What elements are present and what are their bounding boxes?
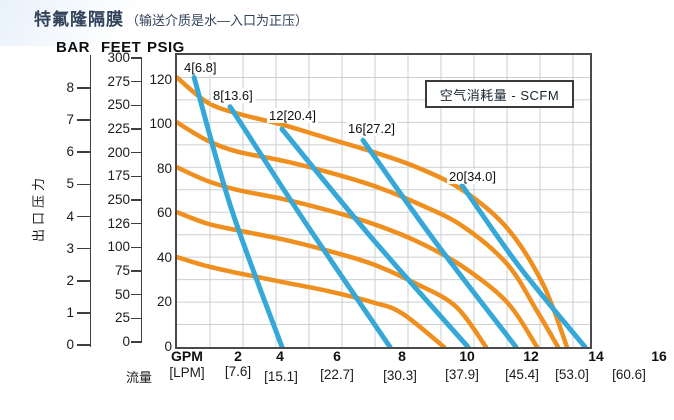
x-tick-lpm: [45.4] xyxy=(505,367,539,382)
feet-tick-mark xyxy=(130,293,141,296)
feet-tick-label: 50 xyxy=(114,286,130,302)
chart-title-subtitle: （输送介质是水—入口为正压） xyxy=(126,13,309,28)
feet-tick-label: 250 xyxy=(107,97,130,113)
psig-axis-header: PSIG xyxy=(147,39,185,56)
feet-tick-label: 100 xyxy=(107,239,130,255)
scfm-line-curve xyxy=(360,137,519,347)
bar-tick-mark xyxy=(77,151,90,154)
feet-tick-label: 275 xyxy=(107,73,130,89)
feet-tick-label: 250 xyxy=(107,192,130,207)
bar-tick-mark xyxy=(77,247,90,250)
x-axis-title-flow: 流量 xyxy=(126,370,153,385)
bar-axis-header: BAR xyxy=(56,39,90,56)
feet-tick-label: 75 xyxy=(114,263,130,278)
pressure-curve xyxy=(177,120,561,347)
feet-axis-line xyxy=(140,57,143,343)
bar-tick-label: 7 xyxy=(66,112,74,128)
x-axis-unit-gpm: GPM xyxy=(171,348,203,364)
feet-tick-label: 300 xyxy=(107,50,130,65)
bar-tick-mark xyxy=(77,215,90,218)
legend-box: 空气消耗量 - SCFM xyxy=(425,80,574,108)
feet-tick-label: 225 xyxy=(107,121,130,136)
feet-tick-mark xyxy=(130,128,141,130)
feet-tick-mark xyxy=(130,104,141,107)
pressure-curve xyxy=(177,165,540,347)
x-tick-gpm: 4 xyxy=(276,348,284,364)
x-tick-gpm: 6 xyxy=(333,348,341,364)
x-tick-gpm: 14 xyxy=(588,348,604,364)
feet-tick-mark xyxy=(130,151,141,154)
scfm-curve-label: 20[34.0] xyxy=(447,169,498,184)
feet-tick-mark xyxy=(130,246,141,249)
feet-tick-mark xyxy=(130,270,141,272)
bar-tick-mark xyxy=(77,279,90,282)
bar-tick-label: 2 xyxy=(66,272,74,288)
x-tick-lpm: [7.6] xyxy=(224,364,252,379)
bar-tick-label: 8 xyxy=(66,80,74,95)
chart-title-main: 特氟隆隔膜 xyxy=(34,10,124,29)
bar-tick-label: 5 xyxy=(66,176,74,192)
feet-tick-label: 0 xyxy=(122,334,130,349)
feet-tick-label: 175 xyxy=(107,168,130,184)
bar-tick-label: 4 xyxy=(66,208,74,224)
legend-label: 空气消耗量 - SCFM xyxy=(439,87,560,103)
feet-tick-mark xyxy=(130,80,141,83)
feet-tick-mark xyxy=(130,175,141,178)
psig-tick-label: 0 xyxy=(164,339,172,354)
bar-tick-mark xyxy=(77,87,90,89)
psig-tick-label: 120 xyxy=(149,72,172,87)
feet-tick-mark xyxy=(130,57,141,59)
scfm-line-curve xyxy=(279,126,471,347)
bar-tick-mark xyxy=(77,183,90,186)
feet-tick-label: 126 xyxy=(107,215,130,231)
x-tick-lpm: [30.3] xyxy=(383,368,417,383)
x-tick-lpm: [53.0] xyxy=(555,367,589,382)
pressure-curve xyxy=(177,254,447,347)
scfm-line-curve xyxy=(191,75,285,347)
chart-title: 特氟隆隔膜 （输送介质是水—入口为正压） xyxy=(34,5,308,30)
feet-axis-header: FEET xyxy=(101,39,142,56)
scfm-curve-label: 8[13.6] xyxy=(211,88,255,103)
x-tick-gpm: 12 xyxy=(523,348,539,364)
bar-tick-label: 1 xyxy=(66,304,74,320)
plot-canvas xyxy=(177,55,590,347)
x-tick-lpm: [22.7] xyxy=(320,367,354,382)
x-tick-lpm: [60.6] xyxy=(612,367,646,382)
scfm-curve-label: 12[20.4] xyxy=(267,108,318,123)
scfm-curve-label: 4[6.8] xyxy=(182,60,219,75)
feet-tick-mark xyxy=(130,317,141,320)
x-tick-gpm: 8 xyxy=(398,348,406,364)
feet-tick-label: 200 xyxy=(107,144,130,160)
scfm-line-curve xyxy=(459,182,588,347)
scfm-curve-label: 16[27.2] xyxy=(346,121,397,136)
feet-tick-mark xyxy=(130,199,141,201)
bar-tick-label: 0 xyxy=(66,337,74,352)
x-tick-gpm: 10 xyxy=(459,348,475,364)
bar-tick-mark xyxy=(77,312,90,314)
bar-tick-label: 6 xyxy=(66,144,74,160)
bar-tick-label: 3 xyxy=(66,240,74,256)
scfm-line-curve xyxy=(227,104,393,347)
bar-tick-mark xyxy=(77,344,90,346)
y-axis-title-outlet-pressure: 出口压力 xyxy=(31,174,46,243)
feet-tick-mark xyxy=(130,341,141,343)
psig-tick-label: 100 xyxy=(149,116,172,131)
x-tick-lpm: [37.9] xyxy=(445,367,479,382)
x-tick-gpm: 16 xyxy=(651,348,667,364)
x-tick-lpm: [15.1] xyxy=(264,369,298,384)
bar-tick-mark xyxy=(77,119,90,121)
feet-tick-label: 25 xyxy=(114,310,130,326)
psig-tick-label: 40 xyxy=(156,250,172,265)
feet-tick-mark xyxy=(130,222,141,225)
psig-tick-label: 80 xyxy=(156,161,172,176)
psig-tick-label: 60 xyxy=(156,205,172,220)
x-axis-unit-lpm: [LPM] xyxy=(169,365,205,380)
x-tick-gpm: 2 xyxy=(234,348,242,364)
psig-tick-label: 20 xyxy=(156,294,172,309)
bar-axis-line xyxy=(89,55,92,347)
